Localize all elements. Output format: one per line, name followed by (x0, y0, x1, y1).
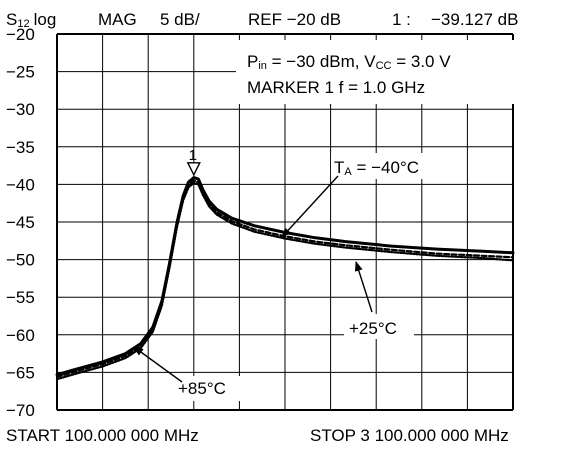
y-tick-labels: −20 −25 −30 −35 −40 −45 −50 −55 −60 −65 −70 (6, 25, 35, 420)
y-tick-label: −55 (6, 288, 35, 307)
y-tick-label: −65 (6, 363, 35, 382)
footer-stop-frequency: STOP 3 100.000 000 MHz (310, 426, 509, 445)
conditions-line-1: Pin = −30 dBm, VCC = 3.0 V (247, 52, 451, 72)
y-tick-label: −70 (6, 401, 35, 420)
label-plus25c: +25°C (349, 319, 397, 338)
leader-plus85c-arrow (133, 346, 183, 383)
header-param: S12 log (6, 10, 56, 30)
header-param-suffix: log (34, 10, 57, 29)
conditions-text: = −30 dBm, V (267, 52, 376, 71)
trace-solid (55, 176, 515, 377)
leader-minus40c-arrow (281, 175, 339, 238)
label-plus85-backdrop (174, 376, 246, 401)
header-format: MAG (98, 10, 137, 29)
y-tick-label: −60 (6, 326, 35, 345)
y-tick-label: −50 (6, 251, 35, 270)
header-param-subscript: 12 (17, 18, 29, 30)
y-tick-label: −45 (6, 213, 35, 232)
header-scale: 5 dB/ (160, 10, 200, 29)
y-tick-label: −40 (6, 175, 35, 194)
footer-start-frequency: START 100.000 000 MHz (6, 426, 199, 445)
label-minus40c: TA = −40°C (334, 158, 419, 178)
conditions-text: = 3.0 V (391, 52, 451, 71)
label-minus40c-t: T (334, 158, 344, 177)
conditions-backdrop (236, 40, 514, 104)
y-tick-label: −35 (6, 138, 35, 157)
y-tick-label: −25 (6, 63, 35, 82)
header-param-letter: S (6, 10, 17, 29)
label-plus25-backdrop (344, 314, 414, 339)
header-marker-value: −39.127 dB (431, 10, 518, 29)
marker-1-triangle (186, 162, 201, 177)
label-minus40c-sub: A (344, 166, 352, 178)
header-reference: REF −20 dB (248, 10, 341, 29)
label-minus40c-value: = −40°C (352, 158, 419, 177)
conditions-subscript: CC (376, 60, 392, 72)
header-marker-label: 1 : (392, 10, 411, 29)
y-tick-label: −30 (6, 100, 35, 119)
conditions-line-2: MARKER 1 f = 1.0 GHz (247, 78, 425, 97)
label-plus85c: +85°C (178, 379, 226, 398)
conditions-subscript: in (258, 60, 267, 72)
label-minus40-backdrop (331, 153, 456, 179)
conditions-text: P (247, 52, 258, 71)
leader-plus25c-arrow (354, 261, 373, 313)
marker-1-number: 1 (189, 147, 197, 164)
y-tick-label: −20 (6, 25, 35, 44)
